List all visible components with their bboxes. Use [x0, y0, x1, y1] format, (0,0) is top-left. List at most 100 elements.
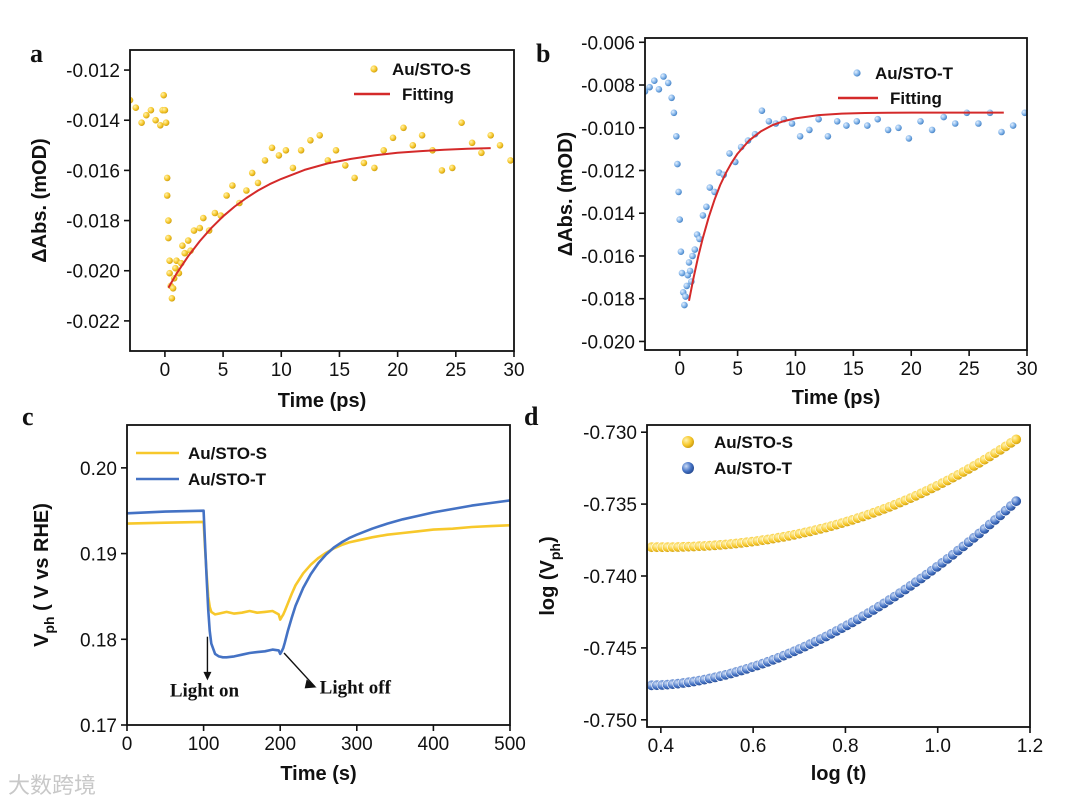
series-line-au-sto-s	[127, 520, 510, 621]
data-point-au-sto-t	[905, 135, 913, 142]
data-point-au-sto-s	[152, 116, 159, 124]
watermark: 大数跨境	[8, 774, 97, 799]
y-tick-label: -0.012	[66, 61, 120, 82]
y-tick-label: -0.006	[581, 33, 635, 54]
data-point-au-sto-t	[706, 184, 714, 191]
data-point-au-sto-t	[1021, 109, 1027, 117]
data-point-au-sto-s	[478, 149, 485, 157]
annotation-light-off: Light off	[320, 677, 392, 698]
data-point-au-sto-s	[181, 249, 188, 257]
x-tick-label: 300	[341, 734, 373, 755]
y-tick-label: -0.016	[66, 161, 120, 182]
x-tick-label: 25	[959, 359, 980, 380]
data-point-au-sto-t	[703, 203, 710, 211]
x-tick-label: 30	[503, 360, 524, 381]
series-line-fitting	[688, 111, 1004, 301]
data-point-au-sto-s	[289, 164, 297, 172]
data-point-au-sto-t	[951, 120, 959, 127]
data-layer	[127, 499, 510, 659]
series-line-au-sto-t	[127, 499, 510, 659]
data-point-au-sto-s	[409, 142, 417, 149]
data-point-au-sto-t	[655, 86, 663, 93]
x-tick-label: 200	[264, 734, 296, 755]
data-point-au-sto-s	[162, 119, 170, 126]
data-point-au-sto-t	[833, 118, 841, 125]
data-point-au-sto-s	[172, 264, 179, 272]
data-point-au-sto-t	[675, 188, 682, 196]
data-point-au-sto-s	[166, 269, 173, 277]
data-point-au-sto-s	[449, 164, 456, 172]
legend-label: Au/STO-S	[188, 444, 267, 463]
data-point-au-sto-s	[248, 169, 256, 177]
legend-marker	[682, 436, 694, 448]
data-point-au-sto-s	[316, 132, 324, 139]
y-tick-label: -0.014	[66, 111, 120, 132]
data-point-au-sto-t	[670, 109, 678, 117]
legend-label: Au/STO-S	[392, 60, 471, 79]
data-point-au-sto-t	[681, 301, 688, 309]
data-point-au-sto-t	[699, 212, 707, 219]
legend-marker	[370, 65, 378, 73]
x-tick-label: 10	[271, 360, 292, 381]
data-point-au-sto-t	[864, 122, 871, 129]
data-point-au-sto-t	[928, 126, 936, 134]
data-point-au-sto-s	[211, 209, 219, 217]
data-point-au-sto-t	[940, 113, 947, 121]
data-point-au-sto-t	[843, 122, 850, 129]
x-tick-label: 5	[218, 360, 229, 381]
data-point-au-sto-t	[1010, 495, 1022, 507]
legend-label: Fitting	[402, 85, 454, 104]
data-point-au-sto-s	[324, 157, 332, 164]
axes-frame	[129, 49, 515, 352]
data-point-au-sto-t	[853, 118, 861, 125]
x-tick-label: 100	[188, 734, 220, 755]
legend-label: Au/STO-T	[875, 64, 954, 83]
y-axis-label-rest: ( V vs RHE)	[31, 503, 53, 616]
x-tick-label: 0	[122, 734, 133, 755]
axes-frame	[644, 37, 1028, 351]
x-axis-label: Time (s)	[280, 763, 356, 785]
x-tick-label: 15	[329, 360, 350, 381]
y-tick-label: -0.020	[66, 262, 120, 283]
y-tick-label: -0.740	[583, 567, 637, 588]
data-point-au-sto-s	[166, 257, 173, 265]
x-tick-label: 0	[160, 360, 171, 381]
data-point-au-sto-s	[282, 147, 290, 154]
data-point-au-sto-t	[677, 248, 685, 255]
data-point-au-sto-t	[758, 107, 766, 114]
data-point-au-sto-s	[147, 106, 155, 114]
data-point-au-sto-t	[726, 150, 733, 157]
data-point-au-sto-s	[438, 167, 446, 174]
y-tick-label: 0.20	[80, 459, 117, 480]
data-point-au-sto-s	[243, 187, 250, 194]
data-point-au-sto-t	[998, 128, 1005, 136]
legend-marker	[853, 69, 861, 77]
y-tick-label: -0.750	[583, 711, 637, 732]
x-tick-label: 0.8	[832, 736, 858, 757]
panel-label: d	[524, 402, 539, 431]
data-point-au-sto-t	[815, 115, 822, 123]
y-tick-label: -0.022	[66, 312, 120, 333]
y-tick-label: -0.010	[581, 119, 635, 140]
x-tick-label: 10	[785, 359, 806, 380]
data-point-au-sto-s	[1010, 433, 1022, 445]
y-tick-label: 0.19	[80, 545, 117, 566]
data-point-au-sto-s	[371, 164, 378, 172]
x-tick-label: 30	[1016, 359, 1037, 380]
data-point-au-sto-s	[169, 285, 177, 292]
x-axis-label: Time (ps)	[278, 390, 367, 412]
data-point-au-sto-s	[165, 217, 172, 224]
data-point-au-sto-t	[682, 293, 689, 300]
data-point-au-sto-s	[389, 134, 397, 142]
data-point-au-sto-s	[468, 139, 476, 147]
y-axis-label: ΔAbs. (mOD)	[555, 132, 577, 256]
data-point-au-sto-s	[254, 179, 262, 187]
data-point-au-sto-s	[223, 192, 230, 199]
x-tick-label: 0.4	[648, 736, 675, 757]
data-point-au-sto-t	[765, 118, 773, 125]
x-tick-label: 20	[387, 360, 408, 381]
data-point-au-sto-s	[196, 224, 204, 232]
data-point-au-sto-s	[418, 132, 426, 139]
data-point-au-sto-t	[651, 77, 658, 84]
data-point-au-sto-t	[683, 282, 690, 290]
